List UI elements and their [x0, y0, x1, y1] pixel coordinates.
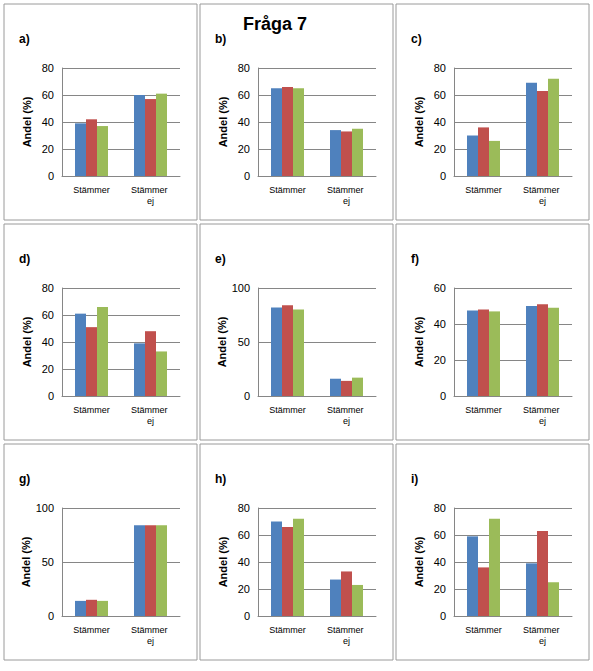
- svg-text:f): f): [411, 252, 419, 266]
- svg-text:20: 20: [434, 143, 446, 155]
- svg-text:0: 0: [244, 390, 250, 402]
- svg-text:Stämmer: Stämmer: [465, 405, 502, 415]
- svg-text:ej: ej: [147, 416, 154, 426]
- svg-text:40: 40: [42, 336, 54, 348]
- svg-text:60: 60: [434, 282, 446, 294]
- svg-text:80: 80: [42, 282, 54, 294]
- svg-text:80: 80: [238, 502, 250, 514]
- svg-text:e): e): [215, 252, 226, 266]
- svg-text:d): d): [19, 252, 30, 266]
- svg-text:Stämmer: Stämmer: [269, 185, 306, 195]
- svg-text:g): g): [19, 472, 30, 486]
- svg-text:Andel (%): Andel (%): [217, 96, 229, 147]
- svg-text:Stämmer: Stämmer: [327, 625, 366, 635]
- svg-text:0: 0: [48, 170, 54, 182]
- svg-text:c): c): [411, 32, 422, 46]
- svg-text:Andel (%): Andel (%): [413, 96, 425, 147]
- svg-text:ej: ej: [147, 196, 154, 206]
- svg-text:a): a): [19, 32, 30, 46]
- svg-text:0: 0: [440, 610, 446, 622]
- svg-text:0: 0: [48, 390, 54, 402]
- svg-text:60: 60: [434, 529, 446, 541]
- svg-text:20: 20: [434, 583, 446, 595]
- svg-text:b): b): [215, 32, 226, 46]
- svg-text:40: 40: [434, 318, 446, 330]
- svg-text:Andel (%): Andel (%): [217, 536, 229, 587]
- svg-text:0: 0: [440, 170, 446, 182]
- svg-text:Stämmer: Stämmer: [73, 185, 110, 195]
- svg-text:40: 40: [238, 116, 250, 128]
- svg-text:60: 60: [238, 89, 250, 101]
- svg-text:20: 20: [434, 354, 446, 366]
- svg-text:ej: ej: [343, 196, 350, 206]
- svg-text:0: 0: [244, 170, 250, 182]
- svg-text:Andel (%): Andel (%): [413, 316, 425, 367]
- svg-text:40: 40: [42, 116, 54, 128]
- svg-text:40: 40: [238, 556, 250, 568]
- svg-text:80: 80: [238, 62, 250, 74]
- svg-text:Stämmer: Stämmer: [523, 185, 562, 195]
- svg-text:Stämmer: Stämmer: [465, 625, 502, 635]
- svg-text:i): i): [411, 472, 418, 486]
- svg-text:0: 0: [48, 610, 54, 622]
- svg-text:Stämmer: Stämmer: [523, 405, 562, 415]
- svg-text:Stämmer: Stämmer: [523, 625, 562, 635]
- svg-text:50: 50: [42, 556, 54, 568]
- svg-text:100: 100: [232, 282, 250, 294]
- svg-text:Stämmer: Stämmer: [73, 625, 110, 635]
- svg-text:ej: ej: [343, 636, 350, 646]
- svg-text:ej: ej: [147, 636, 154, 646]
- svg-text:Andel (%): Andel (%): [413, 536, 425, 587]
- svg-text:50: 50: [238, 336, 250, 348]
- svg-text:40: 40: [434, 116, 446, 128]
- svg-text:ej: ej: [539, 196, 546, 206]
- svg-text:20: 20: [42, 143, 54, 155]
- svg-text:20: 20: [238, 583, 250, 595]
- svg-text:20: 20: [238, 143, 250, 155]
- svg-text:Stämmer: Stämmer: [131, 625, 170, 635]
- svg-text:0: 0: [440, 390, 446, 402]
- svg-text:Stämmer: Stämmer: [327, 185, 366, 195]
- svg-text:80: 80: [42, 62, 54, 74]
- svg-text:ej: ej: [539, 416, 546, 426]
- svg-text:0: 0: [244, 610, 250, 622]
- svg-text:80: 80: [434, 502, 446, 514]
- svg-text:Stämmer: Stämmer: [131, 185, 170, 195]
- svg-text:Stämmer: Stämmer: [269, 625, 306, 635]
- svg-text:Stämmer: Stämmer: [73, 405, 110, 415]
- svg-text:Stämmer: Stämmer: [327, 405, 366, 415]
- svg-text:80: 80: [434, 62, 446, 74]
- svg-text:20: 20: [42, 363, 54, 375]
- svg-text:Andel (%): Andel (%): [21, 316, 33, 367]
- svg-text:Stämmer: Stämmer: [131, 405, 170, 415]
- svg-text:h): h): [215, 472, 226, 486]
- svg-text:60: 60: [42, 309, 54, 321]
- svg-text:Andel (%): Andel (%): [21, 96, 33, 147]
- svg-text:ej: ej: [539, 636, 546, 646]
- svg-text:Stämmer: Stämmer: [465, 185, 502, 195]
- svg-text:Fråga 7: Fråga 7: [243, 14, 307, 34]
- svg-text:60: 60: [42, 89, 54, 101]
- svg-text:60: 60: [238, 529, 250, 541]
- svg-text:Andel (%): Andel (%): [216, 316, 228, 367]
- svg-text:Andel (%): Andel (%): [20, 536, 32, 587]
- svg-text:ej: ej: [343, 416, 350, 426]
- svg-text:Stämmer: Stämmer: [269, 405, 306, 415]
- svg-text:60: 60: [434, 89, 446, 101]
- svg-text:40: 40: [434, 556, 446, 568]
- svg-text:100: 100: [36, 502, 54, 514]
